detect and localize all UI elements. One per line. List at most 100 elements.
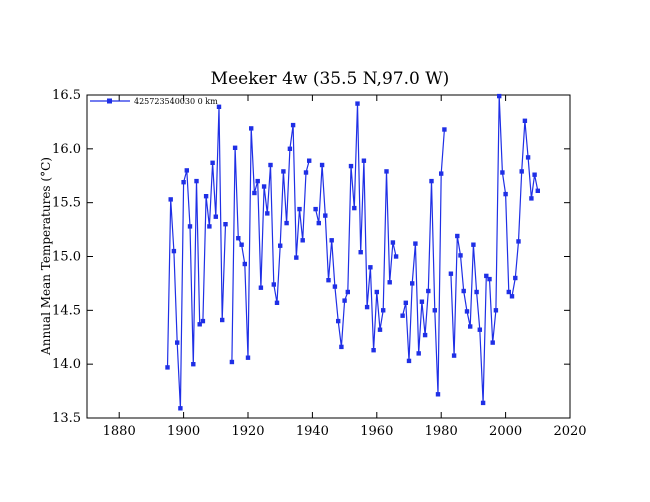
data-point bbox=[410, 281, 415, 286]
data-point bbox=[274, 300, 280, 305]
data-point bbox=[210, 160, 215, 165]
data-point bbox=[400, 313, 405, 318]
data-point bbox=[493, 308, 499, 313]
data-point bbox=[426, 288, 431, 294]
data-point bbox=[413, 241, 418, 246]
series-line bbox=[402, 129, 445, 395]
data-point bbox=[197, 322, 202, 327]
x-tick-label: 1920 bbox=[231, 424, 264, 439]
data-point bbox=[175, 340, 180, 345]
data-point bbox=[506, 289, 511, 295]
data-point bbox=[278, 243, 283, 248]
data-point bbox=[477, 327, 482, 332]
data-point bbox=[249, 126, 254, 131]
data-point bbox=[281, 169, 286, 174]
data-point bbox=[223, 222, 228, 227]
y-tick-label: 14.5 bbox=[52, 303, 81, 318]
y-tick-label: 13.5 bbox=[52, 411, 81, 426]
x-tick-label: 1900 bbox=[167, 424, 200, 439]
legend: 425723540030 0 km bbox=[90, 97, 218, 106]
data-point bbox=[403, 300, 408, 305]
data-point bbox=[187, 224, 193, 229]
data-point bbox=[513, 275, 518, 281]
data-point bbox=[384, 169, 389, 174]
data-point bbox=[458, 253, 463, 258]
data-point bbox=[448, 271, 454, 276]
data-point bbox=[300, 238, 305, 243]
data-point bbox=[348, 163, 354, 169]
plot-area bbox=[86, 94, 571, 419]
data-point bbox=[393, 254, 399, 259]
data-point bbox=[471, 242, 476, 247]
data-point bbox=[509, 294, 515, 299]
series-group bbox=[165, 93, 540, 411]
data-point bbox=[516, 239, 521, 244]
data-point bbox=[252, 190, 257, 196]
data-point bbox=[313, 206, 318, 212]
data-point bbox=[242, 261, 247, 267]
data-point bbox=[390, 240, 396, 245]
data-point bbox=[522, 118, 528, 123]
data-point bbox=[352, 205, 357, 211]
data-point bbox=[500, 170, 505, 175]
data-point bbox=[406, 358, 412, 364]
data-point bbox=[503, 191, 508, 197]
data-point bbox=[216, 104, 222, 109]
data-point bbox=[429, 178, 434, 184]
data-point bbox=[342, 298, 347, 303]
data-point bbox=[261, 184, 267, 189]
data-point bbox=[468, 324, 473, 329]
legend-label: 425723540030 0 km bbox=[134, 97, 218, 106]
data-point bbox=[529, 196, 534, 201]
data-point bbox=[439, 171, 444, 176]
data-point bbox=[364, 304, 370, 310]
data-point bbox=[432, 308, 437, 313]
y-tick-label: 15.0 bbox=[52, 250, 81, 265]
data-point bbox=[200, 318, 206, 324]
x-tick-label: 1940 bbox=[296, 424, 329, 439]
data-point bbox=[220, 317, 225, 323]
data-point bbox=[419, 299, 425, 304]
data-point bbox=[236, 236, 241, 241]
data-point bbox=[326, 278, 331, 283]
data-point bbox=[213, 214, 218, 219]
data-point bbox=[271, 282, 276, 287]
data-point bbox=[268, 162, 273, 168]
y-tick-label: 15.5 bbox=[52, 196, 81, 211]
data-point bbox=[171, 248, 177, 254]
y-tick-label: 16.5 bbox=[52, 88, 81, 103]
data-point bbox=[381, 308, 386, 313]
data-point bbox=[168, 197, 173, 202]
data-point bbox=[497, 93, 502, 99]
data-point bbox=[232, 145, 238, 150]
x-axis: 1880 1900 1920 1940 1960 1980 2000 2020 bbox=[103, 95, 587, 439]
data-point bbox=[307, 158, 312, 163]
data-point bbox=[422, 332, 428, 338]
data-point bbox=[194, 178, 199, 184]
data-point bbox=[435, 392, 441, 397]
x-tick-label: 1880 bbox=[103, 424, 136, 439]
data-point bbox=[229, 359, 235, 365]
data-point bbox=[203, 194, 209, 199]
data-point bbox=[358, 250, 363, 255]
data-point bbox=[480, 400, 486, 406]
chart-title: Meeker 4w (35.5 N,97.0 W) bbox=[211, 69, 450, 89]
y-tick-label: 16.0 bbox=[52, 142, 81, 157]
data-point bbox=[255, 178, 260, 184]
data-point bbox=[329, 238, 334, 243]
legend-marker bbox=[107, 98, 112, 104]
y-tick-label: 14.0 bbox=[52, 357, 81, 372]
data-point bbox=[345, 289, 350, 295]
data-point bbox=[323, 213, 328, 218]
plot-frame bbox=[86, 94, 571, 419]
data-point bbox=[319, 162, 325, 168]
data-point bbox=[239, 242, 244, 247]
data-point bbox=[178, 406, 183, 411]
data-point bbox=[339, 344, 344, 350]
data-point bbox=[519, 169, 524, 174]
data-point bbox=[191, 362, 196, 367]
data-point bbox=[355, 101, 360, 106]
x-tick-label: 1980 bbox=[425, 424, 458, 439]
series-line bbox=[166, 106, 227, 409]
